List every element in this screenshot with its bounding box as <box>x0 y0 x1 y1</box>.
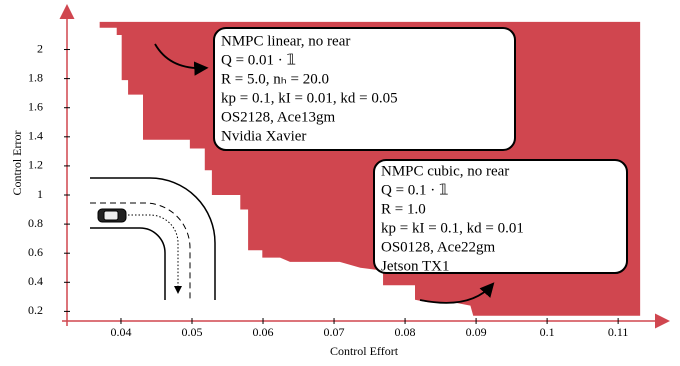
annotation-line: OS2128, Ace13gm <box>221 109 335 125</box>
x-tick-label: 0.05 <box>181 325 202 339</box>
annotation-line: NMPC cubic, no rear <box>381 163 509 179</box>
x-tick-label: 0.07 <box>324 325 345 339</box>
annotation-box <box>213 27 516 151</box>
y-tick-label: 1.4 <box>28 129 43 143</box>
x-tick-label: 0.1 <box>540 325 555 339</box>
road-outer <box>90 177 216 300</box>
y-tick-label: 2 <box>37 41 43 55</box>
car-window <box>103 210 119 221</box>
x-tick-label: 0.11 <box>608 325 629 339</box>
y-tick-label: 0.8 <box>28 216 43 230</box>
y-tick-label: 0.4 <box>28 274 43 288</box>
x-tick-label: 0.04 <box>110 325 131 339</box>
road-center <box>90 202 191 300</box>
y-tick-label: 0.6 <box>28 245 43 259</box>
annotation-line: Q = 0.01 · 𝟙 <box>221 52 296 68</box>
annotation-line: Q = 0.1 · 𝟙 <box>381 182 449 198</box>
annotations: NMPC linear, no rear Q = 0.01 · 𝟙 R = 5.0,… <box>221 33 524 274</box>
y-tick-label: 0.2 <box>28 303 43 317</box>
x-axis-label: Control Effort <box>330 344 399 358</box>
road-inner <box>90 227 166 300</box>
annotation-line: NMPC linear, no rear <box>221 33 350 49</box>
y-tick-label: 1.2 <box>28 158 43 172</box>
y-tick-label: 1 <box>37 187 43 201</box>
annotation-line: OS0128, Ace22gm <box>381 239 495 255</box>
x-tick-label: 0.09 <box>466 325 487 339</box>
annotation-line: R = 5.0, nₕ = 20.0 <box>221 71 329 87</box>
y-axis-label: Control Error <box>10 131 24 196</box>
y-tick-label: 1.8 <box>28 70 43 84</box>
annotation-arrow <box>419 282 495 304</box>
y-tick-label: 1.6 <box>28 99 43 113</box>
annotation-box <box>373 159 628 274</box>
annotation-line: kp = kI = 0.1, kd = 0.01 <box>381 220 524 236</box>
car-path <box>128 214 182 294</box>
annotation-line: kp = 0.1, kI = 0.01, kd = 0.05 <box>221 90 398 106</box>
annotation-line: Jetson TX1 <box>381 258 449 274</box>
x-tick-label: 0.08 <box>395 325 416 339</box>
annotation-line: R = 1.0 <box>381 201 426 217</box>
annotation-arrow <box>154 43 209 76</box>
road-sketch <box>90 177 216 300</box>
annotation-line: Nvidia Xavier <box>221 128 306 144</box>
x-tick-label: 0.06 <box>253 325 274 339</box>
